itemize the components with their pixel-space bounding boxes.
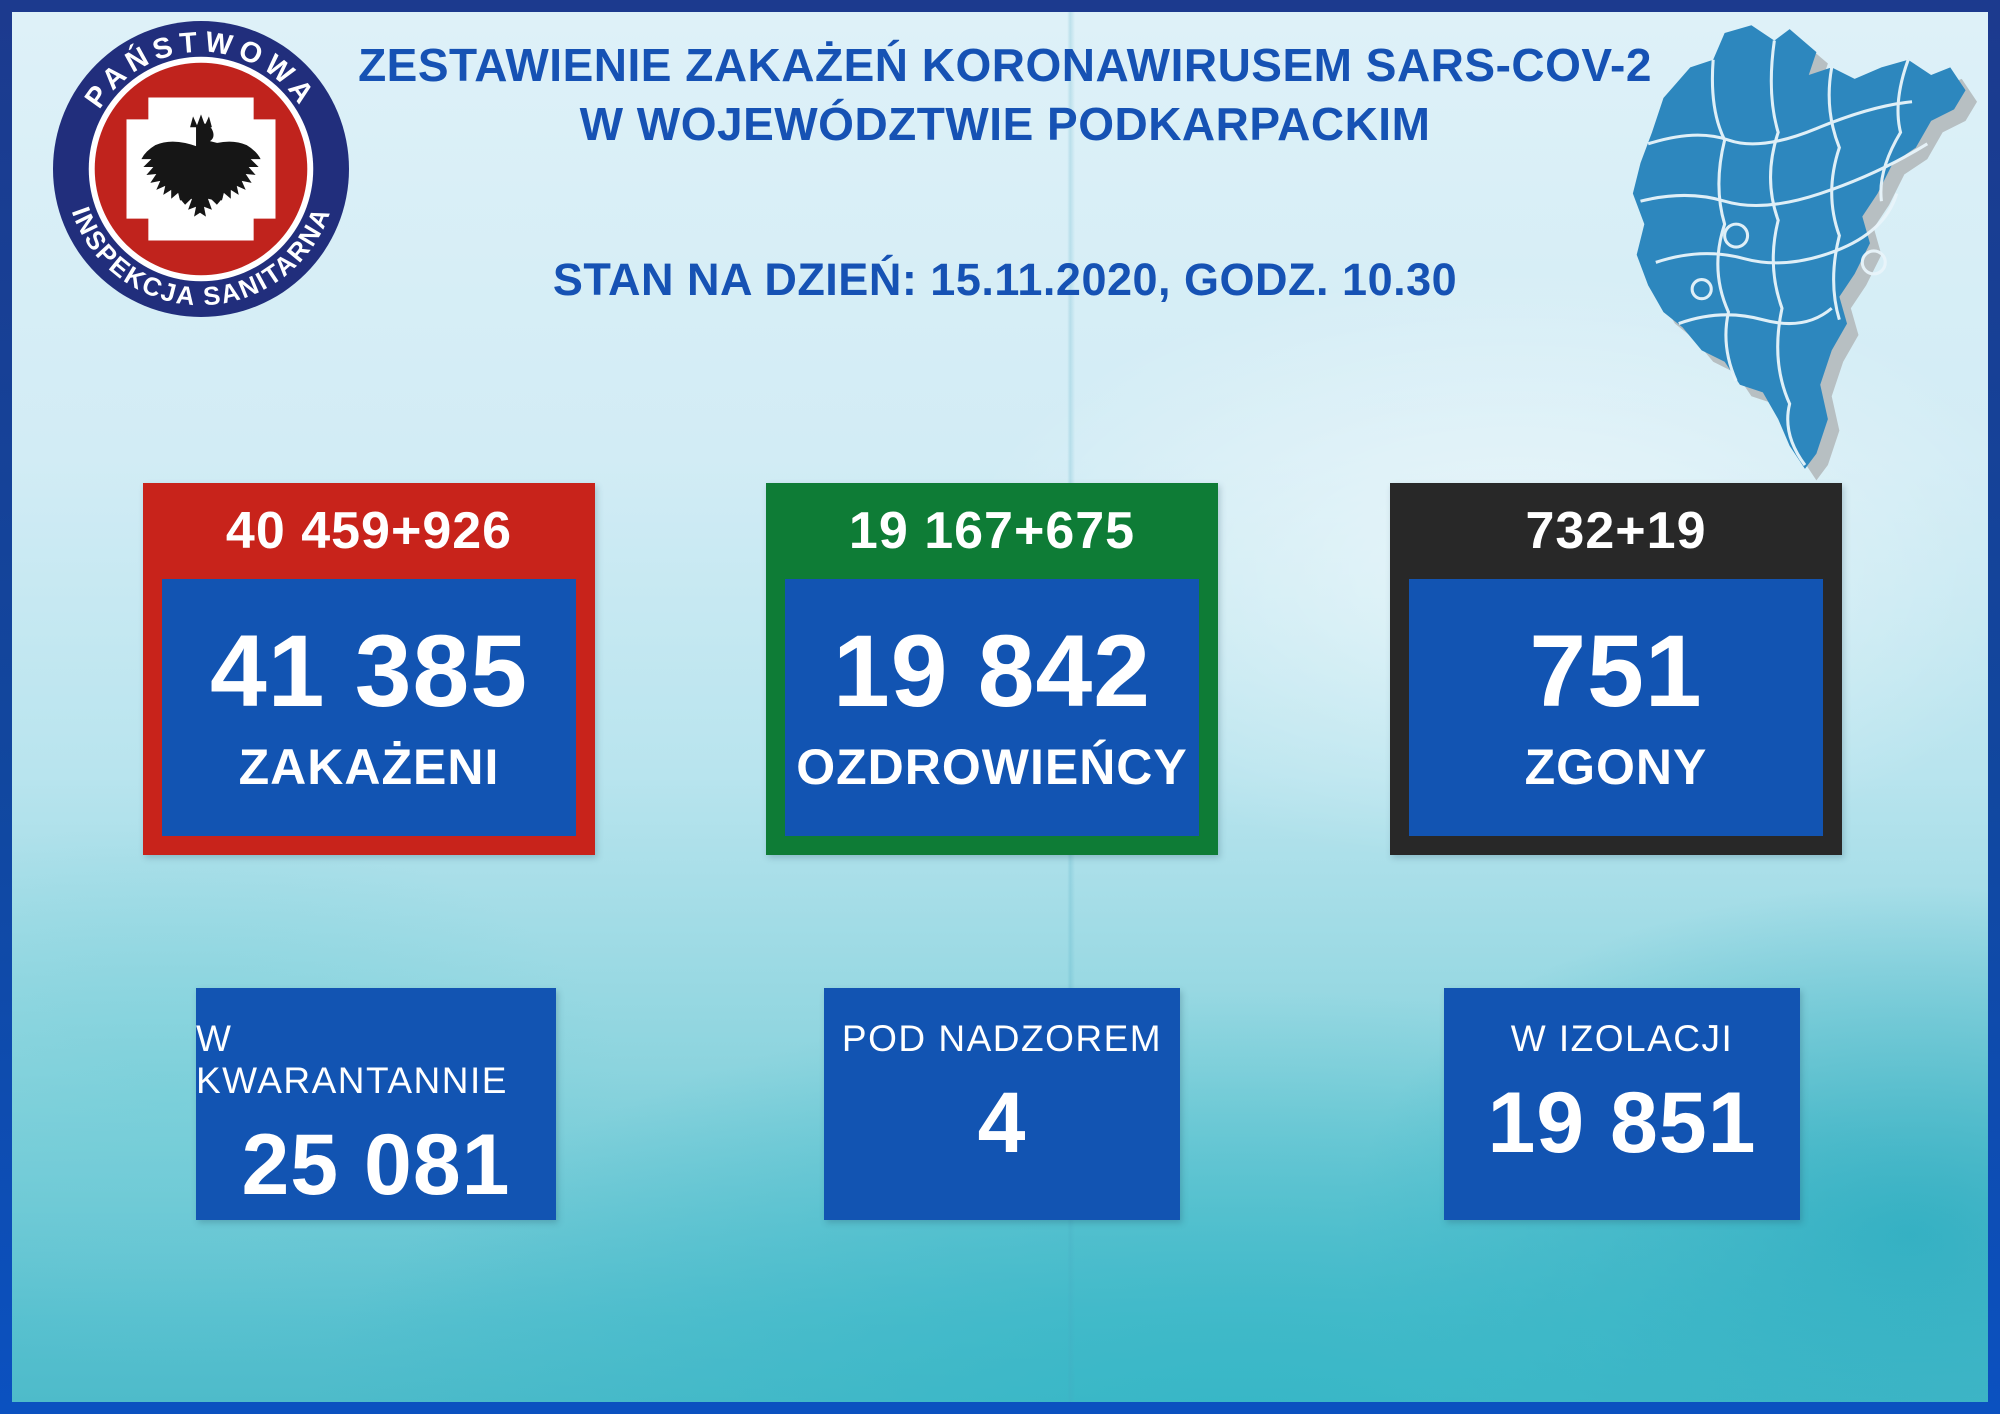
- stat-card-label: OZDROWIEŃCY: [796, 738, 1188, 795]
- district-borders: [1640, 40, 1929, 466]
- info-box-value: 25 081: [241, 1117, 511, 1213]
- stat-card-total: 751: [1529, 614, 1703, 729]
- info-box-value: 4: [977, 1075, 1027, 1171]
- stat-card-header-value: 40 459+926: [225, 502, 513, 560]
- info-box-nadzor: POD NADZOREM 4: [824, 988, 1180, 1220]
- stat-card-zgony: 732+19 751 ZGONY: [1390, 483, 1842, 855]
- stat-card-zakazeni: 40 459+926 41 385 ZAKAŻENI: [143, 483, 595, 855]
- page-title: ZESTAWIENIE ZAKAŻEŃ KORONAWIRUSEM SARS-C…: [350, 36, 1660, 154]
- title-line-2: W WOJEWÓDZTWIE PODKARPACKIM: [579, 98, 1431, 150]
- info-box-kwarantanna: W KWARANTANNIE 25 081: [196, 988, 556, 1220]
- info-box-value: 19 851: [1487, 1075, 1757, 1171]
- stat-card-header-value: 19 167+675: [848, 502, 1136, 560]
- sanitary-inspection-logo: PAŃSTWOWA INSPEKCJA SANITARNA: [52, 20, 350, 318]
- eagle-icon: [141, 114, 261, 217]
- stat-card-total: 41 385: [210, 614, 528, 729]
- info-box-label: POD NADZOREM: [841, 1018, 1163, 1059]
- status-date-line: STAN NA DZIEŃ: 15.11.2020, GODZ. 10.30: [552, 254, 1458, 305]
- stat-card-label: ZGONY: [1524, 738, 1708, 795]
- stat-card-label: ZAKAŻENI: [238, 738, 500, 795]
- stat-card-ozdrowiency: 19 167+675 19 842 OZDROWIEŃCY: [766, 483, 1218, 855]
- stat-card-header-value: 732+19: [1525, 502, 1707, 560]
- info-box-label: W IZOLACJI: [1510, 1018, 1734, 1059]
- title-line-1: ZESTAWIENIE ZAKAŻEŃ KORONAWIRUSEM SARS-C…: [358, 39, 1652, 91]
- stat-card-total: 19 842: [833, 614, 1151, 729]
- info-box-label: W KWARANTANNIE: [196, 1018, 508, 1101]
- map-region: [1632, 25, 1966, 469]
- info-box-izolacja: W IZOLACJI 19 851: [1444, 988, 1800, 1220]
- podkarpackie-map: [1632, 25, 1978, 481]
